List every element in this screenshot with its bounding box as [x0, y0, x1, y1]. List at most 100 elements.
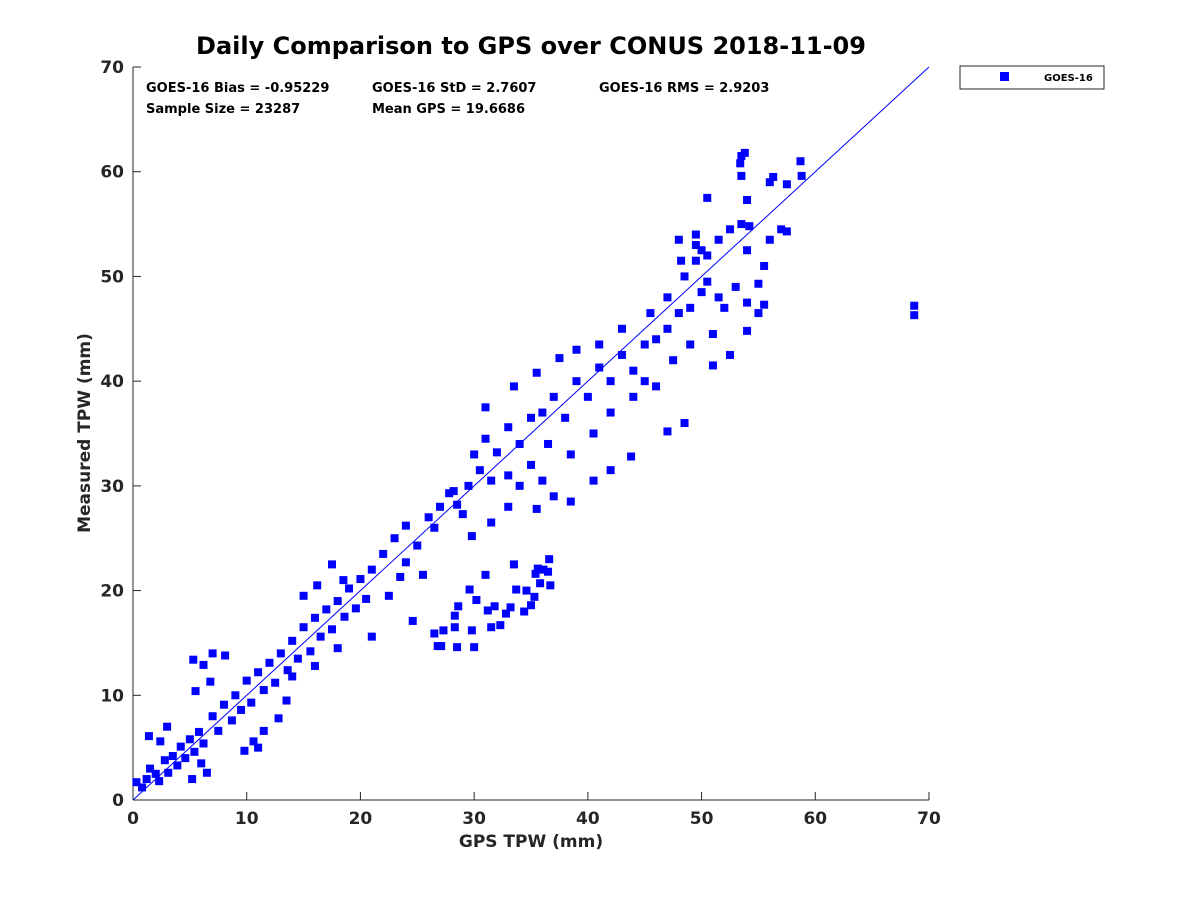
x-tick-label: 60	[803, 809, 827, 829]
data-point	[532, 504, 541, 513]
data-point	[691, 230, 700, 239]
data-point	[283, 666, 292, 675]
data-point	[199, 660, 208, 669]
data-point	[504, 471, 513, 480]
data-point	[743, 298, 752, 307]
data-point	[589, 429, 598, 438]
data-point	[527, 413, 535, 422]
data-point	[627, 452, 636, 461]
data-point	[424, 513, 433, 522]
data-point	[743, 246, 752, 255]
one-to-one-line	[132, 66, 930, 801]
data-point	[240, 746, 249, 755]
y-tick-label: 0	[112, 791, 124, 811]
data-point	[595, 340, 604, 349]
data-point	[249, 737, 258, 746]
data-point	[740, 148, 749, 157]
data-point	[164, 768, 173, 777]
data-point	[339, 576, 348, 585]
data-point	[714, 235, 723, 244]
data-point	[306, 647, 315, 656]
x-tick-label: 30	[462, 809, 486, 829]
data-point	[674, 309, 683, 318]
data-point	[191, 687, 200, 696]
data-point	[527, 601, 535, 610]
data-point	[288, 636, 297, 645]
data-point	[481, 570, 490, 579]
data-point	[310, 661, 319, 670]
data-point	[606, 408, 615, 417]
data-point	[527, 460, 535, 469]
data-point	[910, 311, 919, 320]
data-point	[501, 609, 510, 618]
data-point	[674, 235, 683, 244]
data-point	[686, 340, 695, 349]
y-tick-label: 50	[100, 267, 124, 287]
data-point	[138, 783, 147, 792]
data-point	[322, 605, 331, 614]
data-point	[714, 293, 723, 302]
data-point	[743, 326, 752, 335]
data-point	[481, 434, 490, 443]
data-point	[271, 678, 280, 687]
data-point	[197, 759, 206, 768]
data-point	[538, 476, 547, 485]
data-point	[408, 616, 417, 625]
data-point	[362, 594, 371, 603]
data-point	[680, 419, 689, 428]
data-point	[496, 621, 505, 630]
data-point	[545, 555, 554, 564]
data-point	[769, 172, 778, 181]
data-point	[379, 549, 388, 558]
data-point	[566, 450, 575, 459]
data-point	[640, 377, 649, 386]
data-point	[520, 607, 529, 616]
data-point	[566, 497, 575, 506]
data-point	[736, 159, 745, 168]
y-tick-label: 60	[100, 163, 124, 183]
data-point	[617, 324, 626, 333]
data-point	[782, 180, 791, 189]
data-point	[450, 611, 459, 620]
data-point	[401, 558, 410, 567]
data-point	[589, 476, 598, 485]
data-point	[254, 743, 263, 752]
data-point	[345, 584, 354, 593]
data-point	[467, 532, 476, 541]
data-point	[458, 510, 467, 519]
data-point	[367, 565, 376, 574]
data-point	[697, 288, 706, 297]
data-point	[299, 591, 308, 600]
x-tick-label: 50	[690, 809, 714, 829]
data-point	[703, 277, 712, 286]
data-point	[629, 392, 638, 401]
legend: GOES-16	[959, 65, 1105, 90]
data-point	[546, 581, 555, 590]
data-point	[199, 739, 208, 748]
data-point	[356, 575, 365, 584]
data-point	[401, 521, 410, 530]
data-point	[445, 489, 454, 498]
data-point	[617, 350, 626, 359]
data-point	[328, 560, 336, 569]
data-point	[743, 195, 752, 204]
data-point	[555, 354, 564, 363]
data-point	[760, 261, 769, 270]
data-point	[340, 612, 349, 621]
data-point	[168, 752, 177, 761]
data-point	[703, 251, 712, 260]
data-point	[189, 655, 198, 664]
data-point	[760, 300, 769, 309]
data-point	[146, 764, 155, 773]
data-point	[475, 466, 484, 475]
data-point	[765, 178, 774, 187]
data-point	[231, 691, 240, 700]
data-point	[531, 569, 540, 578]
data-point	[515, 481, 524, 490]
data-point	[194, 727, 203, 736]
y-tick-label: 30	[100, 477, 124, 497]
data-point	[522, 586, 531, 595]
data-point	[509, 382, 518, 391]
data-point	[208, 649, 217, 658]
chart-title: Daily Comparison to GPS over CONUS 2018-…	[196, 32, 866, 60]
